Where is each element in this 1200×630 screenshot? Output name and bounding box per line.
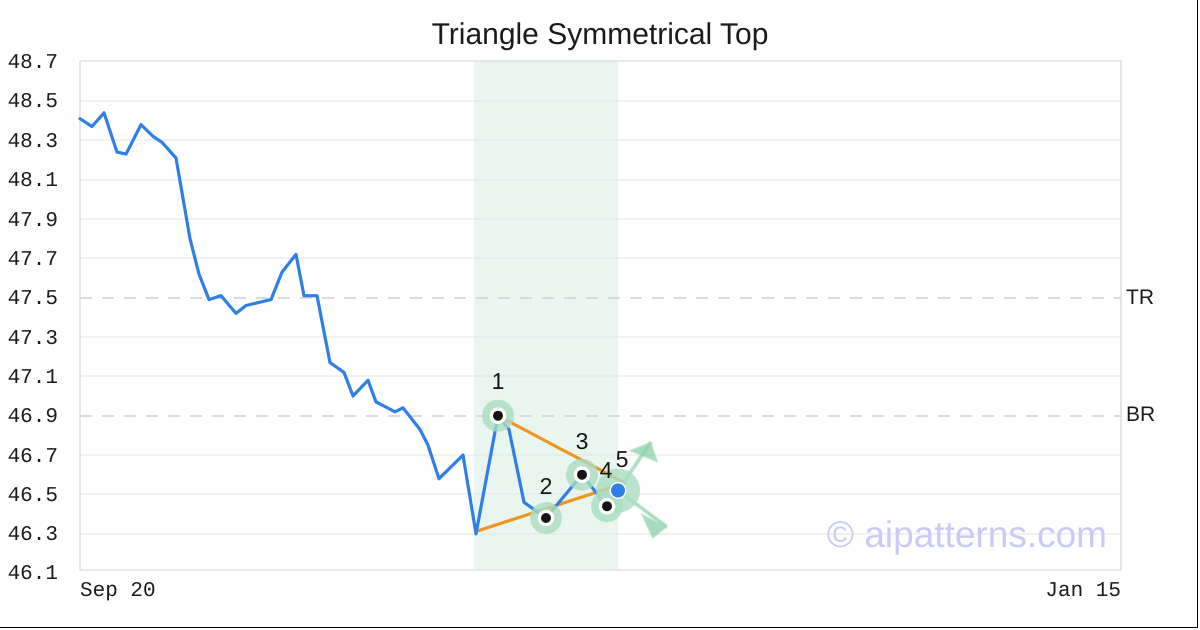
svg-text:1: 1 — [492, 368, 505, 394]
svg-text:47.3: 47.3 — [8, 328, 58, 351]
svg-text:5: 5 — [616, 446, 629, 472]
svg-text:BR: BR — [1126, 403, 1155, 426]
svg-text:48.5: 48.5 — [8, 91, 58, 114]
svg-text:46.5: 46.5 — [8, 485, 58, 508]
svg-text:47.7: 47.7 — [8, 249, 58, 272]
svg-text:Jan 15: Jan 15 — [1045, 580, 1121, 603]
svg-text:2: 2 — [540, 473, 553, 499]
svg-text:46.1: 46.1 — [8, 563, 58, 586]
svg-text:48.1: 48.1 — [8, 170, 58, 193]
svg-text:47.9: 47.9 — [8, 210, 58, 233]
svg-text:Sep 20: Sep 20 — [80, 580, 156, 603]
svg-text:48.7: 48.7 — [8, 52, 58, 75]
svg-text:47.5: 47.5 — [8, 288, 58, 311]
svg-text:48.3: 48.3 — [8, 131, 58, 154]
svg-text:46.7: 46.7 — [8, 446, 58, 469]
svg-text:47.1: 47.1 — [8, 367, 58, 390]
svg-text:46.9: 46.9 — [8, 406, 58, 429]
svg-text:3: 3 — [576, 428, 589, 454]
svg-text:46.3: 46.3 — [8, 524, 58, 547]
svg-text:© aipatterns.com: © aipatterns.com — [827, 514, 1107, 555]
svg-text:4: 4 — [600, 457, 613, 483]
svg-text:TR: TR — [1126, 286, 1154, 309]
